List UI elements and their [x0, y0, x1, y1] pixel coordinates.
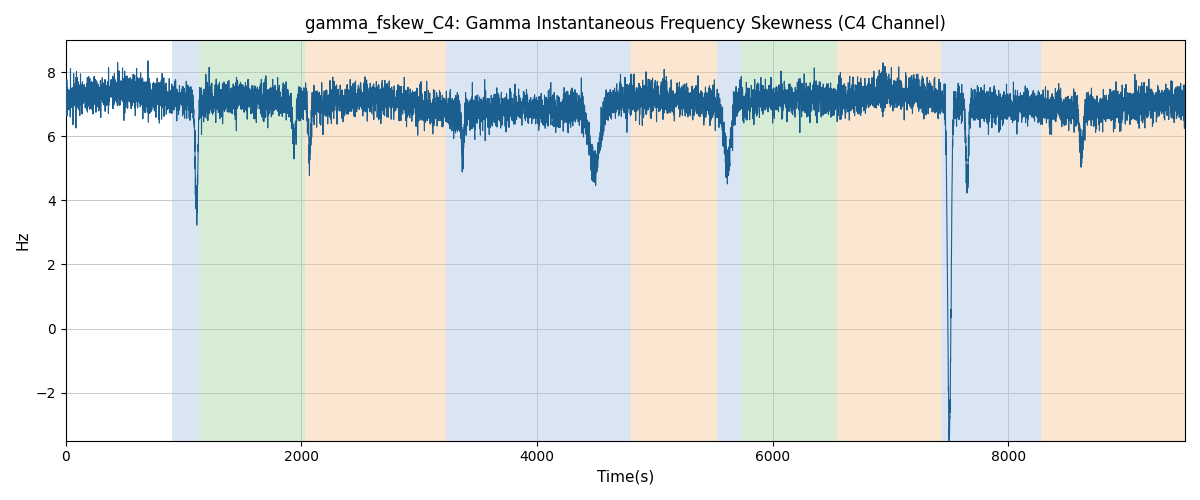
Y-axis label: Hz: Hz	[16, 230, 30, 250]
Bar	[740, 40, 838, 440]
Bar	[446, 40, 631, 440]
Bar	[305, 40, 446, 440]
Bar	[199, 40, 305, 440]
Bar	[718, 40, 740, 440]
Title: gamma_fskew_C4: Gamma Instantaneous Frequency Skewness (C4 Channel): gamma_fskew_C4: Gamma Instantaneous Freq…	[305, 15, 946, 34]
Bar	[941, 40, 1042, 440]
Bar	[838, 40, 941, 440]
Bar	[631, 40, 718, 440]
X-axis label: Time(s): Time(s)	[596, 470, 654, 485]
Bar	[172, 40, 199, 440]
Bar	[1042, 40, 1184, 440]
